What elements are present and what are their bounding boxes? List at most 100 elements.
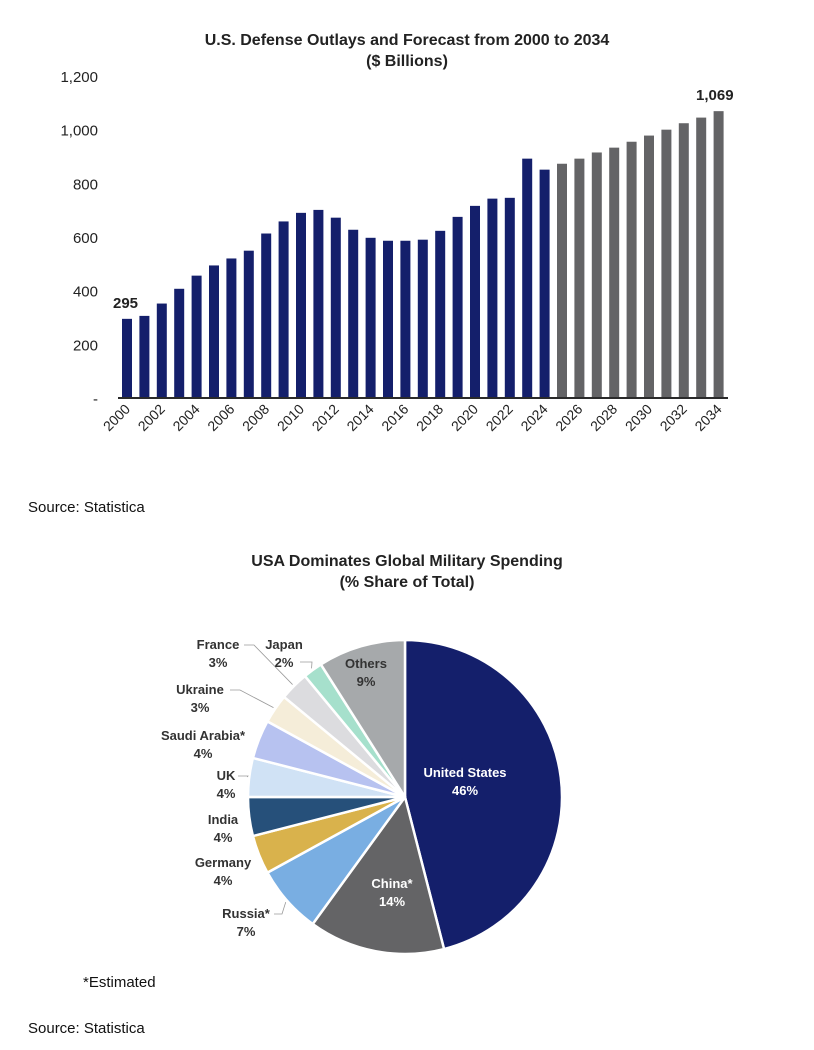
pie-label-value: 3% xyxy=(191,700,210,715)
bar-2022 xyxy=(504,197,515,398)
bar-2021 xyxy=(487,198,498,398)
bar-2025 xyxy=(557,163,567,398)
pie-label-value: 9% xyxy=(357,674,376,689)
pie-label-value: 4% xyxy=(214,830,233,845)
x-tick-label: 2018 xyxy=(413,401,446,434)
x-tick-label: 2016 xyxy=(378,401,411,434)
pie-label-name: UK xyxy=(217,768,236,783)
x-tick-label: 2022 xyxy=(483,401,516,434)
x-tick-label: 2008 xyxy=(239,401,272,434)
pie-chart-title-line: USA Dominates Global Military Spending xyxy=(251,553,563,570)
pie-chart-source: Source: Statistica xyxy=(28,1020,145,1037)
pie-label-value: 4% xyxy=(214,873,233,888)
pie-chart: United States 46% China* 14% Russia* 7% German… xyxy=(161,637,564,956)
bar-2020 xyxy=(470,205,480,398)
bar-chart-title-line: U.S. Defense Outlays and Forecast from 2… xyxy=(204,32,610,49)
pie-label-value: 4% xyxy=(217,786,236,801)
pie-footnote: *Estimated xyxy=(83,974,156,991)
bar-2003 xyxy=(174,288,185,398)
pie-label-name: China* xyxy=(371,876,413,891)
x-tick-label: 2006 xyxy=(204,401,237,434)
x-tick-label: 2004 xyxy=(169,401,202,434)
pie-label-value: 7% xyxy=(237,924,256,939)
bar-2026 xyxy=(574,158,585,398)
bar-2015 xyxy=(383,240,393,398)
bar-2034 xyxy=(713,111,724,398)
x-tick-label: 2000 xyxy=(100,401,133,434)
bar-2023 xyxy=(522,158,533,398)
bar-2004 xyxy=(191,275,202,398)
pie-label-name: Saudi Arabia* xyxy=(161,728,246,743)
bar-2024 xyxy=(539,169,550,398)
x-tick-label: 2002 xyxy=(135,401,168,434)
bar-2011 xyxy=(313,209,324,398)
pie-label-name: United States xyxy=(423,765,506,780)
bar-2002 xyxy=(156,303,167,398)
y-tick-label: - xyxy=(93,391,98,408)
bar-2033 xyxy=(696,117,707,398)
pie-label-name: France xyxy=(197,637,240,652)
bar-2027 xyxy=(591,152,602,398)
bar-2028 xyxy=(609,147,620,398)
pie-label-value: 14% xyxy=(379,894,405,909)
bar-data-label: 295 xyxy=(113,295,138,312)
y-tick-label: 400 xyxy=(73,284,98,301)
bar-2012 xyxy=(330,217,341,398)
x-tick-label: 2024 xyxy=(517,401,550,434)
bar-2029 xyxy=(626,141,637,398)
pie-leader-line xyxy=(244,644,293,685)
y-tick-label: 1,000 xyxy=(60,123,98,140)
bar-2006 xyxy=(226,258,237,398)
pie-label-name: Others xyxy=(345,656,387,671)
pie-leader-line xyxy=(300,661,313,669)
x-tick-label: 2014 xyxy=(343,401,376,434)
y-tick-label: 1,200 xyxy=(60,69,98,86)
x-tick-label: 2034 xyxy=(691,401,724,434)
bar-data-label: 1,069 xyxy=(696,87,734,104)
bar-2007 xyxy=(243,250,254,398)
bar-2019 xyxy=(452,216,463,398)
x-tick-label: 2010 xyxy=(274,401,307,434)
pie-slice-others xyxy=(319,638,407,799)
bar-2018 xyxy=(435,230,446,398)
bar-chart-title: U.S. Defense Outlays and Forecast from 2… xyxy=(0,30,814,72)
bar-chart-subtitle: ($ Billions) xyxy=(366,53,448,70)
pie-label-value: 46% xyxy=(452,783,478,798)
pie-label-name: Russia* xyxy=(222,906,271,921)
bar-2010 xyxy=(296,212,306,398)
pie-slice-united-states xyxy=(403,638,564,951)
pie-label-name: Germany xyxy=(195,855,252,870)
pie-label-value: 3% xyxy=(209,655,228,670)
bar-2014 xyxy=(365,237,376,398)
x-tick-label: 2028 xyxy=(587,401,620,434)
pie-leader-line xyxy=(238,775,249,778)
bar-chart-source: Source: Statistica xyxy=(28,499,145,516)
pie-label-name: Japan xyxy=(265,637,303,652)
pie-chart-title: USA Dominates Global Military Spending (… xyxy=(0,551,814,593)
x-tick-label: 2030 xyxy=(622,401,655,434)
bar-2017 xyxy=(417,239,428,398)
pie-label-name: India xyxy=(208,812,239,827)
x-tick-label: 2032 xyxy=(657,401,690,434)
pie-label-value: 4% xyxy=(194,746,213,761)
bar-2009 xyxy=(278,221,289,398)
bar-2030 xyxy=(644,135,654,398)
bar-2031 xyxy=(661,129,672,398)
x-tick-label: 2012 xyxy=(309,401,342,434)
bar-2000 xyxy=(122,318,132,398)
pie-leader-line xyxy=(274,902,287,915)
bar-2013 xyxy=(348,229,359,398)
pie-leader-line xyxy=(230,689,274,708)
pie-label-name: Ukraine xyxy=(176,682,224,697)
bar-2001 xyxy=(139,315,150,398)
y-tick-label: 800 xyxy=(73,176,98,193)
pie-slice-china xyxy=(311,795,446,956)
bar-2005 xyxy=(209,265,219,398)
x-tick-label: 2020 xyxy=(448,401,481,434)
bar-2016 xyxy=(400,240,411,398)
bar-2032 xyxy=(678,123,689,398)
y-tick-label: 200 xyxy=(73,337,98,354)
x-tick-label: 2026 xyxy=(552,401,585,434)
y-tick-label: 600 xyxy=(73,230,98,247)
